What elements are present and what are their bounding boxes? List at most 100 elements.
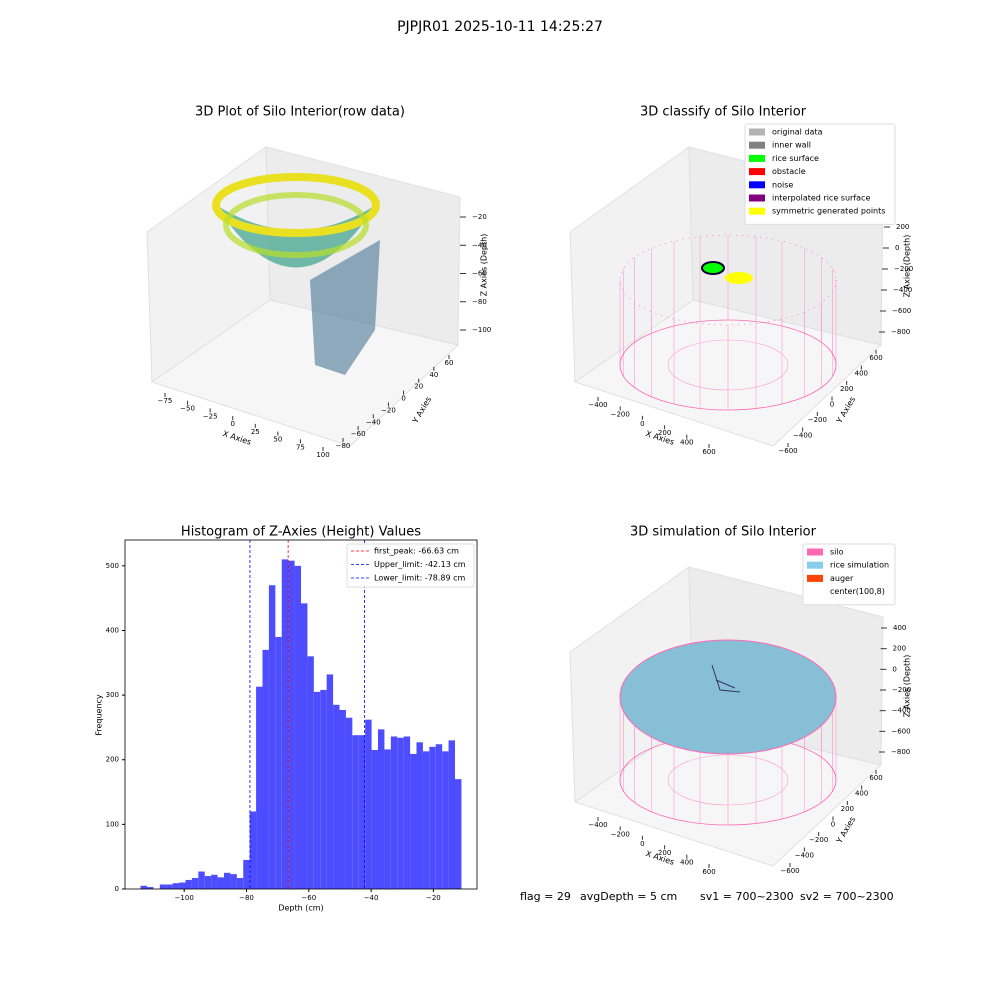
x-tick-label: 600	[702, 868, 715, 876]
bar	[333, 704, 340, 889]
bar	[301, 603, 308, 889]
legend-swatch	[807, 548, 823, 556]
bar	[435, 744, 443, 889]
legend-label: silo	[830, 548, 844, 557]
point-cloud	[310, 240, 380, 375]
x-axis-label: Depth (cm)	[278, 904, 323, 913]
status-text: flag = 29	[520, 890, 571, 903]
y-tick-label: 200	[841, 805, 854, 813]
y-tick-label: −40	[366, 418, 381, 426]
bar	[211, 874, 218, 889]
bar	[365, 719, 372, 889]
y-tick-label: 500	[106, 562, 119, 570]
x-tick-label: 100	[316, 451, 329, 459]
y-tick-label: 40	[429, 371, 438, 379]
z-tick-label: −20	[472, 213, 487, 221]
z-tick-label: −600	[892, 307, 911, 315]
panel-title: 3D classify of Silo Interior	[640, 105, 807, 120]
z-tick-label: −60	[472, 270, 487, 278]
bar	[172, 883, 180, 889]
y-axis-label: Y Axies	[834, 395, 857, 425]
legend-label: interpolated rice surface	[772, 194, 870, 203]
x-tick-label: 0	[640, 840, 644, 848]
bar	[448, 740, 456, 889]
x-tick-label: −400	[588, 401, 607, 409]
legend-box	[802, 543, 896, 606]
y-tick-label: −400	[795, 852, 814, 860]
z-tick-label: 200	[893, 645, 906, 653]
legend-box	[346, 543, 475, 588]
legend-swatch	[749, 128, 765, 136]
legend-swatch	[807, 588, 823, 596]
z-axis-label: Z Axies (Depth)	[480, 234, 489, 297]
axes-frame	[124, 539, 478, 890]
y-tick-label: 400	[106, 626, 119, 634]
point-cloud	[223, 192, 369, 258]
bar	[166, 884, 173, 889]
bar	[146, 887, 154, 889]
y-tick-label: −80	[336, 442, 351, 450]
bar	[281, 559, 289, 889]
x-tick-label: −40	[364, 894, 379, 902]
x-tick-label: −20	[426, 894, 441, 902]
bar	[378, 729, 385, 889]
bar	[262, 649, 269, 889]
bar	[230, 874, 237, 889]
legend-swatch	[749, 141, 765, 149]
status-text: sv2 = 700~2300	[800, 890, 894, 903]
z-axis-label: Z Axies (Depth)	[903, 235, 912, 298]
bar	[236, 878, 244, 889]
legend-label: Upper_limit: -42.13 cm	[374, 560, 466, 569]
bar	[275, 636, 282, 889]
legend-label: rice simulation	[830, 561, 889, 570]
silo-bottom	[667, 754, 789, 806]
pane	[150, 299, 460, 447]
x-tick-label: 200	[658, 849, 671, 857]
x-axis-label: X Axies	[222, 429, 253, 447]
z-tick-label: −40	[472, 241, 487, 249]
x-tick-label: 50	[273, 436, 282, 444]
legend-label: rice surface	[772, 154, 819, 163]
z-tick-label: −400	[893, 286, 912, 294]
y-tick-label: 400	[855, 370, 868, 378]
point-cloud	[212, 173, 380, 237]
bar	[390, 736, 398, 889]
bar	[358, 735, 366, 889]
bar	[371, 750, 379, 889]
y-tick-label: −400	[793, 432, 812, 440]
y-axis-label: Y Axies	[410, 395, 433, 425]
legend-label: noise	[772, 180, 793, 189]
legend-box	[744, 123, 896, 225]
y-tick-label: 0	[830, 401, 834, 409]
legend-label: symmetric generated points	[772, 207, 885, 216]
bar	[179, 882, 186, 889]
x-tick-label: 200	[658, 429, 671, 437]
y-tick-label: 300	[106, 691, 119, 699]
x-tick-label: −25	[203, 412, 218, 420]
y-axis-label: Y Axies	[834, 815, 857, 845]
y-tick-label: 200	[840, 385, 853, 393]
x-tick-label: −50	[180, 405, 195, 413]
y-tick-label: 200	[106, 756, 119, 764]
panel-title: 3D simulation of Silo Interior	[630, 525, 817, 540]
bar	[185, 879, 192, 889]
x-tick-label: −200	[611, 410, 630, 418]
legend-label: center(100,8)	[830, 587, 885, 596]
y-tick-label: 20	[414, 383, 423, 391]
bar	[384, 749, 391, 889]
y-tick-label: 0	[401, 395, 405, 403]
y-tick-label: 100	[106, 820, 119, 828]
y-tick-label: 0	[831, 821, 835, 829]
bar	[217, 877, 224, 889]
bar	[397, 737, 404, 889]
z-tick-label: −400	[892, 707, 911, 715]
x-tick-label: 400	[680, 439, 693, 447]
z-tick-label: −800	[891, 748, 910, 756]
rice-simulation	[619, 639, 837, 755]
y-tick-label: 60	[445, 359, 454, 367]
legend-label: obstacle	[772, 167, 806, 176]
y-axis-label: Frequency	[95, 694, 104, 736]
bar	[429, 746, 436, 889]
x-tick-label: 0	[230, 420, 234, 428]
